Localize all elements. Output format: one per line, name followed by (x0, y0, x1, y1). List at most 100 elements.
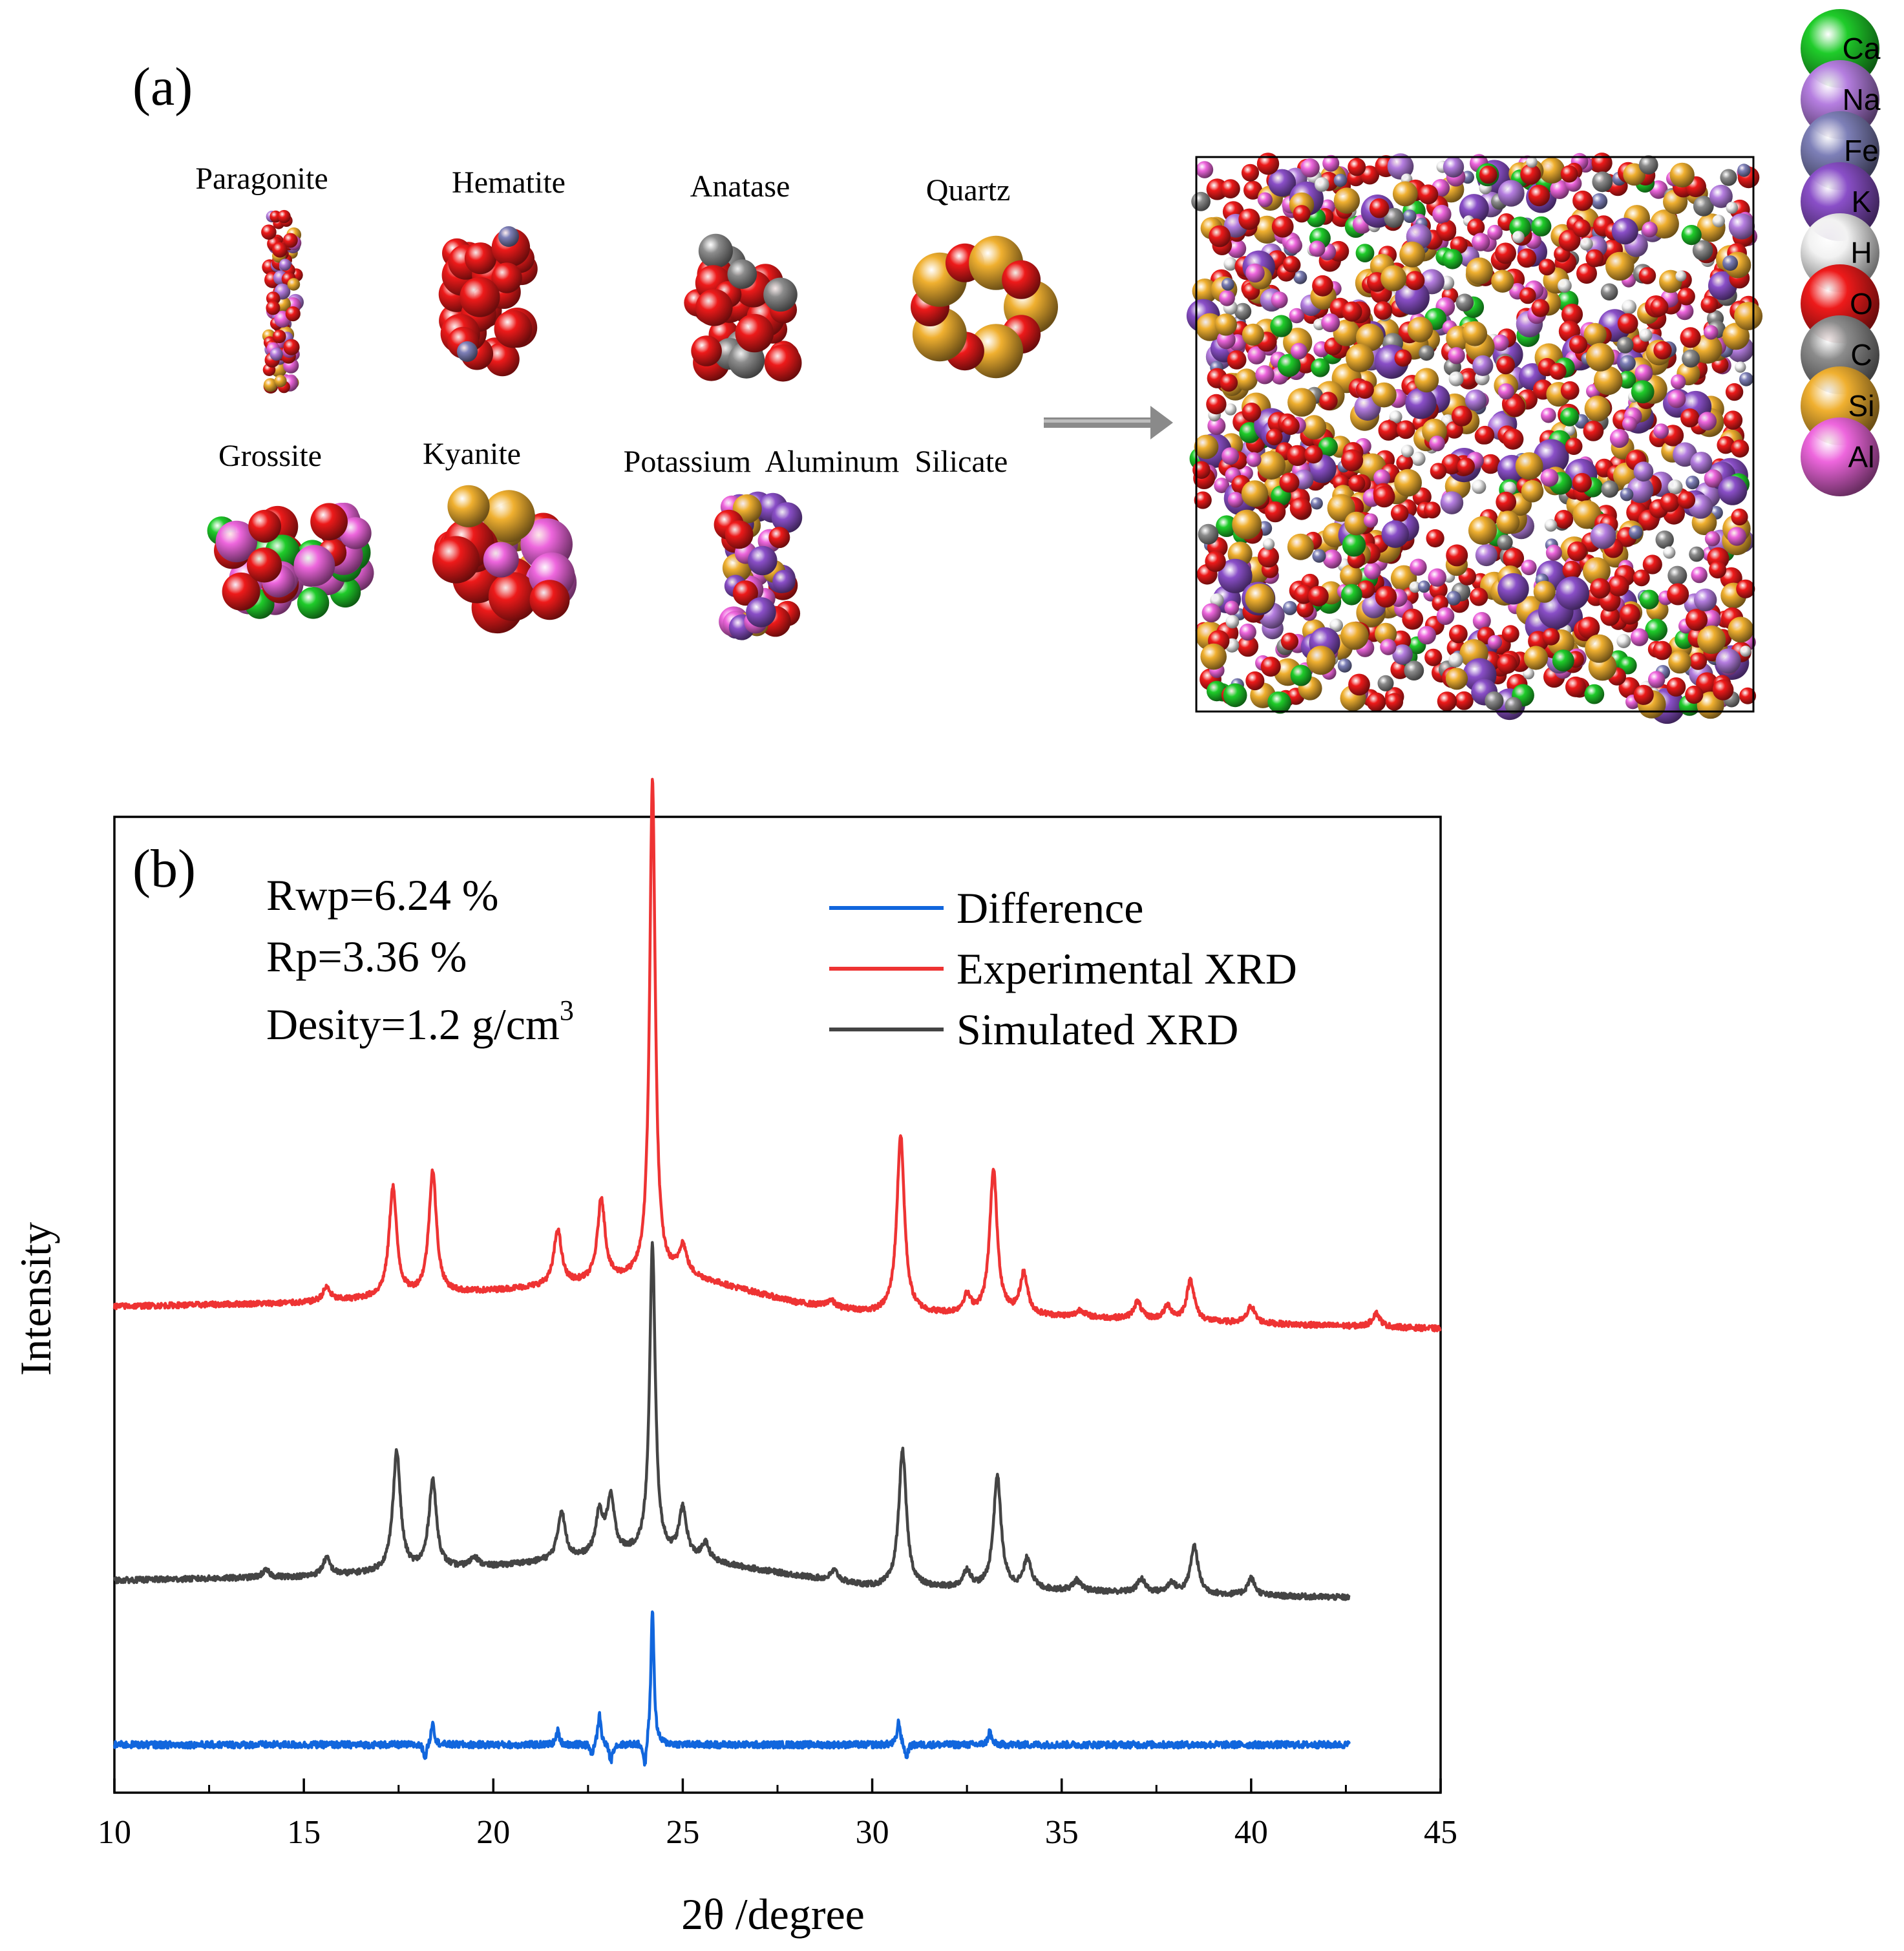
atom-o (1650, 298, 1669, 317)
x-tick-label: 25 (666, 1814, 699, 1851)
legend-atom-al: Al (1801, 417, 1879, 496)
atom-c (1404, 660, 1424, 680)
atom-o (1642, 554, 1662, 575)
atom-fe (1446, 591, 1461, 606)
atom-al (1642, 221, 1658, 238)
atom-o (1296, 600, 1314, 618)
atom-o (1677, 491, 1696, 509)
atom-h (1616, 634, 1631, 648)
atom-o (1576, 263, 1597, 284)
atom-o (1002, 260, 1041, 299)
atom-o (1283, 255, 1300, 273)
atom-o (1600, 606, 1620, 626)
atom-o (1287, 445, 1308, 467)
atom-al (1545, 544, 1562, 561)
atom-h (1639, 328, 1653, 342)
atom-al (1436, 607, 1455, 626)
atom-o (488, 572, 538, 621)
atom-al (1245, 263, 1265, 283)
atom-h (1401, 445, 1414, 458)
atom-o (1281, 416, 1300, 436)
atom-o (1685, 685, 1704, 704)
atom-o (691, 335, 722, 366)
atom-o (1709, 561, 1727, 579)
panel-a-label: (a) (132, 57, 193, 117)
atom-fe (1620, 487, 1634, 501)
atom-si (1333, 319, 1360, 346)
atom-o (1653, 341, 1672, 360)
atom-k (746, 597, 776, 627)
simulation-box (1186, 153, 1763, 724)
atom-ca (1342, 533, 1366, 557)
atom-h (1411, 451, 1426, 466)
atom-o (1608, 575, 1629, 596)
atom-o (1572, 472, 1592, 493)
atom-o (1569, 335, 1588, 354)
atom-c (698, 233, 733, 268)
atom-o (432, 536, 480, 584)
mineral-label-hematite: Hematite (452, 165, 566, 200)
atom-ca (1341, 584, 1362, 606)
atom-c (1693, 196, 1714, 216)
atom-na (1440, 491, 1464, 514)
atom-si (1594, 366, 1623, 395)
atom-o (1238, 208, 1260, 230)
atom-al (1472, 612, 1491, 630)
atom-o (1476, 425, 1495, 445)
atom-al (1691, 566, 1708, 584)
atom-al (1227, 492, 1244, 508)
atom-o (1700, 295, 1719, 313)
atom-si (1344, 511, 1369, 536)
atom-c (1601, 480, 1619, 498)
atom-si (1693, 334, 1722, 364)
atom-na (1497, 180, 1525, 207)
atom-fe (457, 341, 478, 362)
atom-si (1232, 509, 1262, 540)
atom-o (1366, 692, 1386, 712)
atom-al (1429, 436, 1445, 452)
atom-o (1565, 438, 1583, 455)
atom-al (1541, 407, 1556, 423)
atom-o (1519, 287, 1536, 304)
atom-c (1419, 345, 1435, 361)
atom-o (277, 209, 291, 224)
atom-al (1285, 237, 1302, 254)
atom-si (1515, 452, 1543, 480)
atom-c (1191, 191, 1211, 211)
atom-o (1194, 491, 1212, 509)
atom-si (1245, 584, 1275, 613)
atom-c (1198, 523, 1219, 545)
atom-o (1206, 394, 1227, 415)
atom-o (1496, 491, 1517, 512)
atom-si (1533, 580, 1556, 603)
atom-fe (1629, 525, 1643, 540)
atom-h (1224, 403, 1237, 416)
atom-o (1558, 229, 1581, 251)
atom-o (1561, 303, 1583, 326)
atom-si (1468, 516, 1497, 545)
atom-o (1293, 205, 1311, 223)
atom-o (1504, 395, 1525, 417)
rwp-value: Rwp=6.24 % (266, 870, 498, 920)
atom-al (1540, 469, 1559, 487)
atom-al (1487, 635, 1503, 649)
atom-o (1348, 158, 1366, 176)
atom-k (1611, 218, 1638, 245)
atom-c (727, 259, 757, 290)
atom-o (1467, 218, 1485, 237)
atom-fe (1591, 193, 1608, 209)
atom-si (274, 375, 287, 388)
legend-label-experimental: Experimental XRD (957, 944, 1297, 993)
atom-al (1364, 562, 1381, 580)
atom-o (1264, 501, 1286, 523)
atom-o (1243, 180, 1263, 200)
atom-fe (1739, 372, 1753, 386)
atom-al (1291, 343, 1307, 360)
atom-o (1454, 691, 1474, 710)
mineral-label-anatase: Anatase (690, 169, 790, 204)
atom-h (1225, 615, 1240, 629)
atom-si (1572, 500, 1602, 529)
atom-o (1495, 242, 1516, 264)
atom-k (1556, 576, 1590, 610)
atom-si (969, 324, 1024, 379)
